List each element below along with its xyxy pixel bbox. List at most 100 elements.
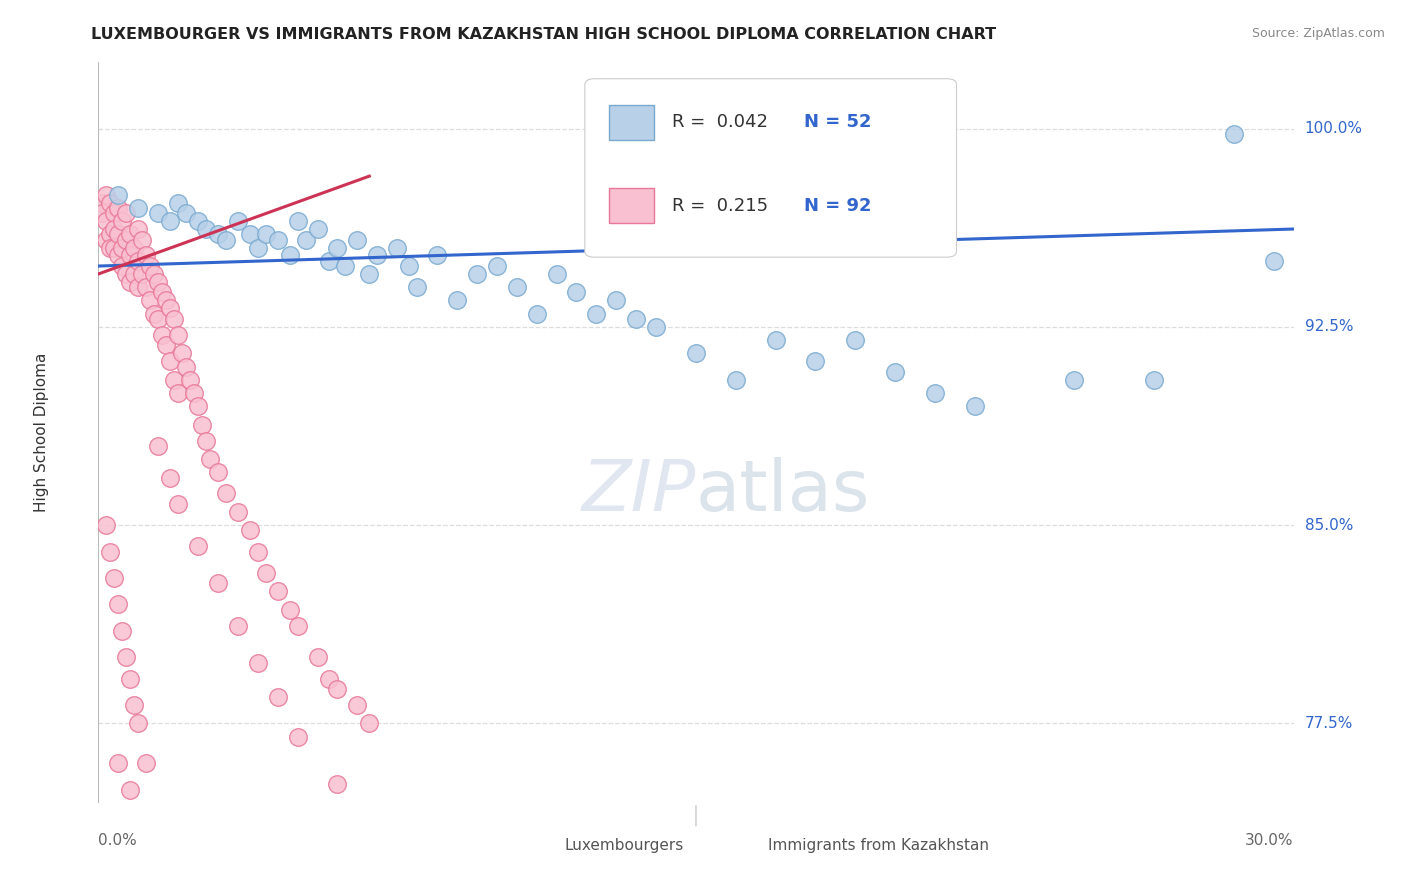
Point — [111, 624, 134, 638]
Point — [226, 214, 249, 228]
Point — [215, 233, 238, 247]
Point — [103, 240, 125, 255]
Point — [267, 584, 290, 599]
Point — [124, 267, 146, 281]
Point — [1143, 373, 1166, 387]
Point — [167, 327, 190, 342]
Point — [426, 248, 449, 262]
Point — [318, 253, 340, 268]
Point — [526, 307, 548, 321]
Point — [187, 399, 209, 413]
Point — [159, 470, 181, 484]
Point — [120, 227, 142, 242]
Point — [163, 373, 186, 387]
Point — [187, 214, 209, 228]
Point — [565, 285, 588, 300]
Point — [346, 698, 368, 712]
Point — [107, 248, 129, 262]
Point — [207, 227, 229, 242]
Point — [446, 293, 468, 308]
Point — [98, 195, 122, 210]
Point — [143, 267, 166, 281]
Point — [246, 240, 269, 255]
Point — [163, 312, 186, 326]
FancyBboxPatch shape — [609, 104, 654, 140]
Point — [148, 275, 170, 289]
Point — [346, 233, 368, 247]
Point — [120, 672, 142, 686]
Point — [96, 214, 118, 228]
Point — [278, 248, 301, 262]
Point — [107, 201, 129, 215]
Text: Immigrants from Kazakhstan: Immigrants from Kazakhstan — [768, 838, 988, 853]
Point — [645, 319, 668, 334]
Point — [207, 576, 229, 591]
Point — [287, 618, 309, 632]
Point — [107, 598, 129, 612]
Point — [191, 417, 214, 432]
Point — [195, 434, 218, 448]
Point — [107, 756, 129, 771]
Point — [844, 333, 866, 347]
Text: R =  0.215: R = 0.215 — [672, 197, 768, 215]
Point — [98, 544, 122, 558]
Point — [111, 240, 134, 255]
Point — [195, 222, 218, 236]
FancyBboxPatch shape — [523, 834, 557, 856]
Text: Luxembourgers: Luxembourgers — [565, 838, 683, 853]
Point — [103, 222, 125, 236]
Point — [226, 505, 249, 519]
Point — [406, 280, 429, 294]
Point — [246, 656, 269, 670]
Point — [167, 497, 190, 511]
Point — [139, 259, 162, 273]
Point — [103, 206, 125, 220]
FancyBboxPatch shape — [609, 188, 654, 224]
Point — [98, 227, 122, 242]
Point — [115, 650, 138, 665]
Point — [335, 259, 357, 273]
Text: 100.0%: 100.0% — [1305, 121, 1362, 136]
Point — [359, 267, 381, 281]
Point — [127, 280, 149, 294]
Point — [254, 227, 277, 242]
Point — [506, 280, 529, 294]
Point — [139, 293, 162, 308]
Text: Source: ZipAtlas.com: Source: ZipAtlas.com — [1251, 27, 1385, 40]
Point — [148, 439, 170, 453]
Point — [143, 307, 166, 321]
Point — [267, 690, 290, 704]
Point — [485, 259, 508, 273]
Text: 0.0%: 0.0% — [98, 833, 138, 848]
Point — [924, 386, 946, 401]
Point — [239, 524, 262, 538]
Point — [111, 259, 134, 273]
Point — [103, 571, 125, 585]
Point — [167, 195, 190, 210]
Point — [111, 214, 134, 228]
Point — [287, 730, 309, 744]
Point — [131, 233, 153, 247]
Point — [107, 187, 129, 202]
Point — [307, 222, 329, 236]
Text: 77.5%: 77.5% — [1305, 716, 1353, 731]
Point — [605, 293, 627, 308]
Point — [150, 327, 173, 342]
Text: 30.0%: 30.0% — [1246, 833, 1294, 848]
Point — [127, 201, 149, 215]
Point — [215, 486, 238, 500]
Point — [226, 618, 249, 632]
Point — [294, 233, 316, 247]
Point — [884, 365, 907, 379]
Point — [385, 240, 409, 255]
Point — [91, 206, 114, 220]
Point — [150, 285, 173, 300]
Point — [120, 275, 142, 289]
Point — [148, 206, 170, 220]
Text: 85.0%: 85.0% — [1305, 517, 1353, 533]
Point — [246, 544, 269, 558]
Point — [124, 240, 146, 255]
Point — [546, 267, 568, 281]
Point — [159, 354, 181, 368]
Point — [1223, 127, 1246, 141]
